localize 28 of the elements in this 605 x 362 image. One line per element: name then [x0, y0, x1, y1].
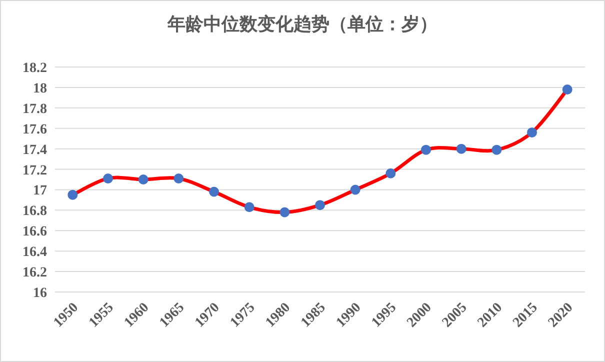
y-tick-label: 16.4 [22, 245, 47, 260]
point [421, 144, 431, 155]
y-tick-label: 16.2 [22, 266, 47, 281]
point [244, 202, 254, 212]
point [386, 168, 396, 178]
y-tick-label: 16 [33, 286, 47, 301]
point [315, 200, 325, 210]
y-tick-label: 17.8 [22, 102, 47, 117]
point [456, 144, 466, 154]
y-tick-label: 17.6 [22, 122, 47, 138]
point [562, 84, 572, 94]
title: 年龄中位数变化趋势（单位：岁） [168, 14, 438, 34]
point [174, 173, 184, 184]
point [103, 173, 113, 184]
point [280, 207, 290, 218]
point [527, 127, 537, 138]
y-tick-label: 18 [33, 81, 47, 96]
point [209, 186, 219, 197]
point [350, 184, 360, 195]
point [138, 174, 148, 184]
y-tick-label: 17.4 [22, 142, 47, 158]
y-tick-label: 16.6 [22, 224, 47, 240]
point [492, 144, 502, 155]
y-tick-label: 18.2 [22, 61, 47, 76]
y-tick-label: 17.2 [22, 163, 47, 178]
point [68, 190, 78, 200]
y-tick-label: 17 [33, 184, 47, 199]
y-tick-label: 16.8 [22, 204, 47, 220]
